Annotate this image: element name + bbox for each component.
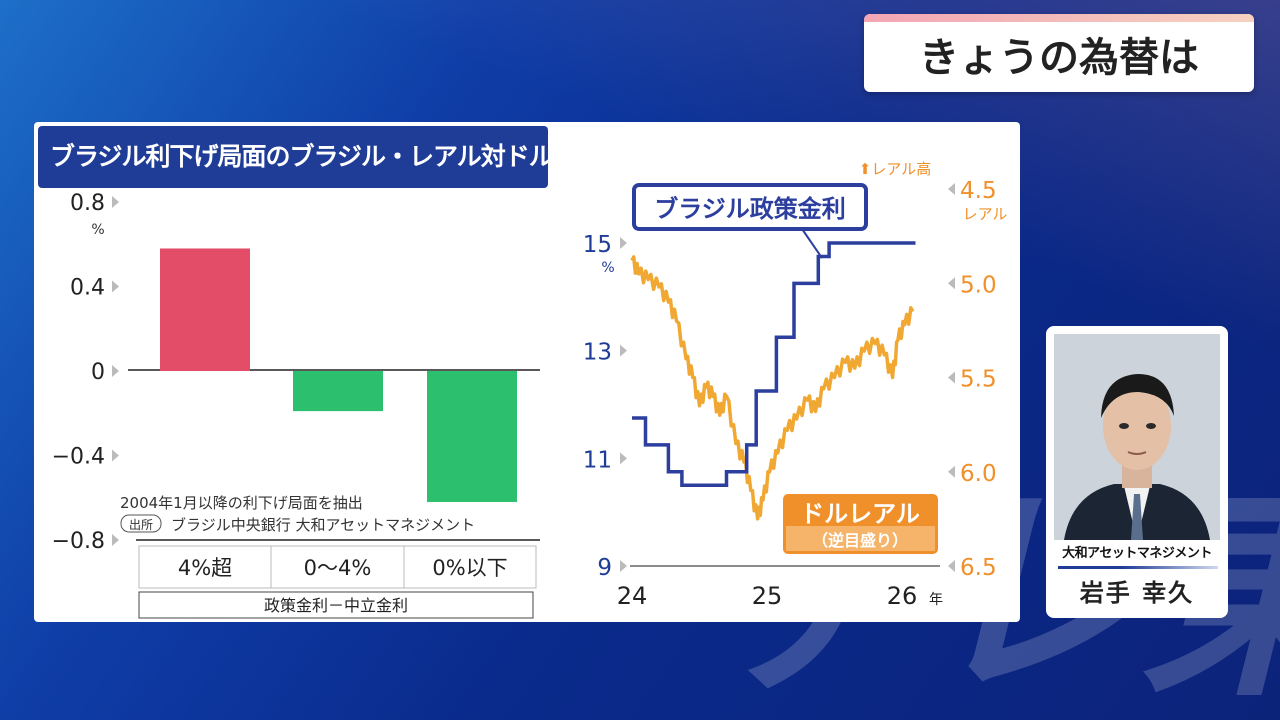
right-y-tick-label: 5.5 bbox=[960, 367, 997, 393]
right-y-axis: 4.5 5.0 5.5 6.0 6.5 bbox=[948, 178, 997, 581]
title-stripe bbox=[864, 14, 1254, 22]
left-y-tick-marker bbox=[620, 452, 627, 465]
program-title: きょうの為替は bbox=[919, 35, 1199, 81]
right-y-tick-marker bbox=[948, 183, 955, 195]
line-series-group bbox=[630, 241, 916, 521]
bar-y-tick-marker bbox=[112, 365, 119, 377]
right-y-tick-marker bbox=[948, 371, 955, 384]
bar-y-tick-label: 0.8 bbox=[70, 191, 105, 216]
xlabel-box bbox=[138, 591, 534, 619]
line-x-tick-label: 25 bbox=[752, 582, 783, 610]
line-x-axis-ticks: 24 25 26 bbox=[617, 582, 918, 610]
bar-category-cell bbox=[403, 545, 537, 589]
usdbrl-line bbox=[630, 255, 915, 521]
right-y-tick-marker bbox=[948, 465, 955, 478]
right-y-unit: レアル bbox=[963, 205, 1008, 223]
bar bbox=[160, 248, 250, 371]
bar-y-tick-marker bbox=[112, 534, 119, 546]
bar-y-tick-marker bbox=[112, 449, 119, 462]
line-chart: 24 25 26 年 15 13 11 9 % 4.5 5.0 5.5 6.0 6.5 レアル ⬆… bbox=[583, 160, 1008, 610]
bar-category-cell bbox=[270, 545, 405, 589]
bar-y-tick-label: 0.4 bbox=[70, 276, 105, 301]
bar-y-tick-marker bbox=[112, 280, 119, 293]
source-tag-box bbox=[120, 514, 162, 533]
right-y-tick-marker bbox=[948, 277, 955, 290]
left-y-tick-marker bbox=[620, 237, 627, 249]
left-y-axis: 15 13 11 9 bbox=[583, 232, 627, 581]
bar-category-cells: 4%超 0〜4% 0%以下 bbox=[138, 545, 537, 589]
source-tag: 出所 bbox=[129, 518, 153, 532]
right-y-tick-label: 5.0 bbox=[960, 272, 997, 298]
chart-title: ブラジル利下げ局面のブラジル・レアル対ドル騰落率 bbox=[38, 126, 548, 188]
left-y-unit: % bbox=[601, 260, 614, 276]
left-y-tick-marker bbox=[620, 344, 627, 357]
commentator-name: 岩手 幸久 bbox=[1079, 579, 1195, 607]
usdbrl-label: ドルレアル bbox=[800, 500, 920, 528]
bar-y-tick-marker bbox=[112, 196, 119, 208]
left-y-tick-label: 13 bbox=[583, 340, 612, 366]
right-y-tick-label: 4.5 bbox=[960, 178, 997, 204]
right-y-note: ⬆レアル高 bbox=[859, 160, 931, 178]
bar-category-label: 4%超 bbox=[178, 556, 232, 580]
line-x-unit: 年 bbox=[929, 592, 943, 608]
bar bbox=[427, 371, 517, 502]
left-y-tick-marker bbox=[620, 560, 627, 572]
commentator-photo bbox=[1054, 334, 1220, 540]
left-y-tick-label: 15 bbox=[583, 232, 612, 258]
bar-marks bbox=[160, 248, 517, 502]
bar-y-tick-label: −0.4 bbox=[52, 445, 105, 470]
policy-rate-leader bbox=[799, 225, 823, 259]
bar-chart: 0.80.40−0.4−0.8 % 2004年1月以降の利下げ局面を抽出 出所 … bbox=[52, 191, 540, 619]
bar-y-unit: % bbox=[91, 222, 104, 238]
line-x-tick-label: 26 bbox=[887, 582, 918, 610]
usdbrl-sublabel-box bbox=[786, 526, 935, 551]
commentator-portrait bbox=[1054, 334, 1220, 540]
bar-y-tick-label: 0 bbox=[91, 360, 105, 385]
policy-rate-label: ブラジル政策金利 bbox=[654, 195, 846, 223]
commentator-affiliation: 大和アセットマネジメント bbox=[1062, 546, 1212, 561]
program-title-box: きょうの為替は bbox=[864, 14, 1254, 92]
source-note: ブラジル中央銀行 大和アセットマネジメント bbox=[171, 516, 475, 534]
usdbrl-sublabel: （逆目盛り） bbox=[812, 531, 908, 550]
policy-rate-line bbox=[632, 241, 916, 488]
bar-category-label: 0%以下 bbox=[432, 556, 507, 580]
line-x-tick-label: 24 bbox=[617, 582, 648, 610]
bar bbox=[293, 371, 383, 412]
bar-y-tick-label: −0.8 bbox=[52, 529, 105, 554]
affiliation-underline bbox=[1058, 566, 1218, 569]
bar-category-label: 0〜4% bbox=[304, 556, 372, 580]
policy-rate-label-box bbox=[632, 183, 868, 231]
bar-y-axis: 0.8 0.4 0 −0.4 −0.8 bbox=[52, 191, 119, 554]
left-y-tick-label: 9 bbox=[597, 555, 612, 581]
right-y-tick-label: 6.5 bbox=[960, 555, 997, 581]
bar-category-cell bbox=[138, 545, 272, 589]
right-y-tick-marker bbox=[948, 560, 955, 572]
bar-x-label: 政策金利－中立金利 bbox=[264, 596, 408, 615]
method-note: 2004年1月以降の利下げ局面を抽出 bbox=[120, 494, 363, 512]
right-y-tick-label: 6.0 bbox=[960, 461, 997, 487]
left-y-tick-label: 11 bbox=[583, 447, 612, 473]
